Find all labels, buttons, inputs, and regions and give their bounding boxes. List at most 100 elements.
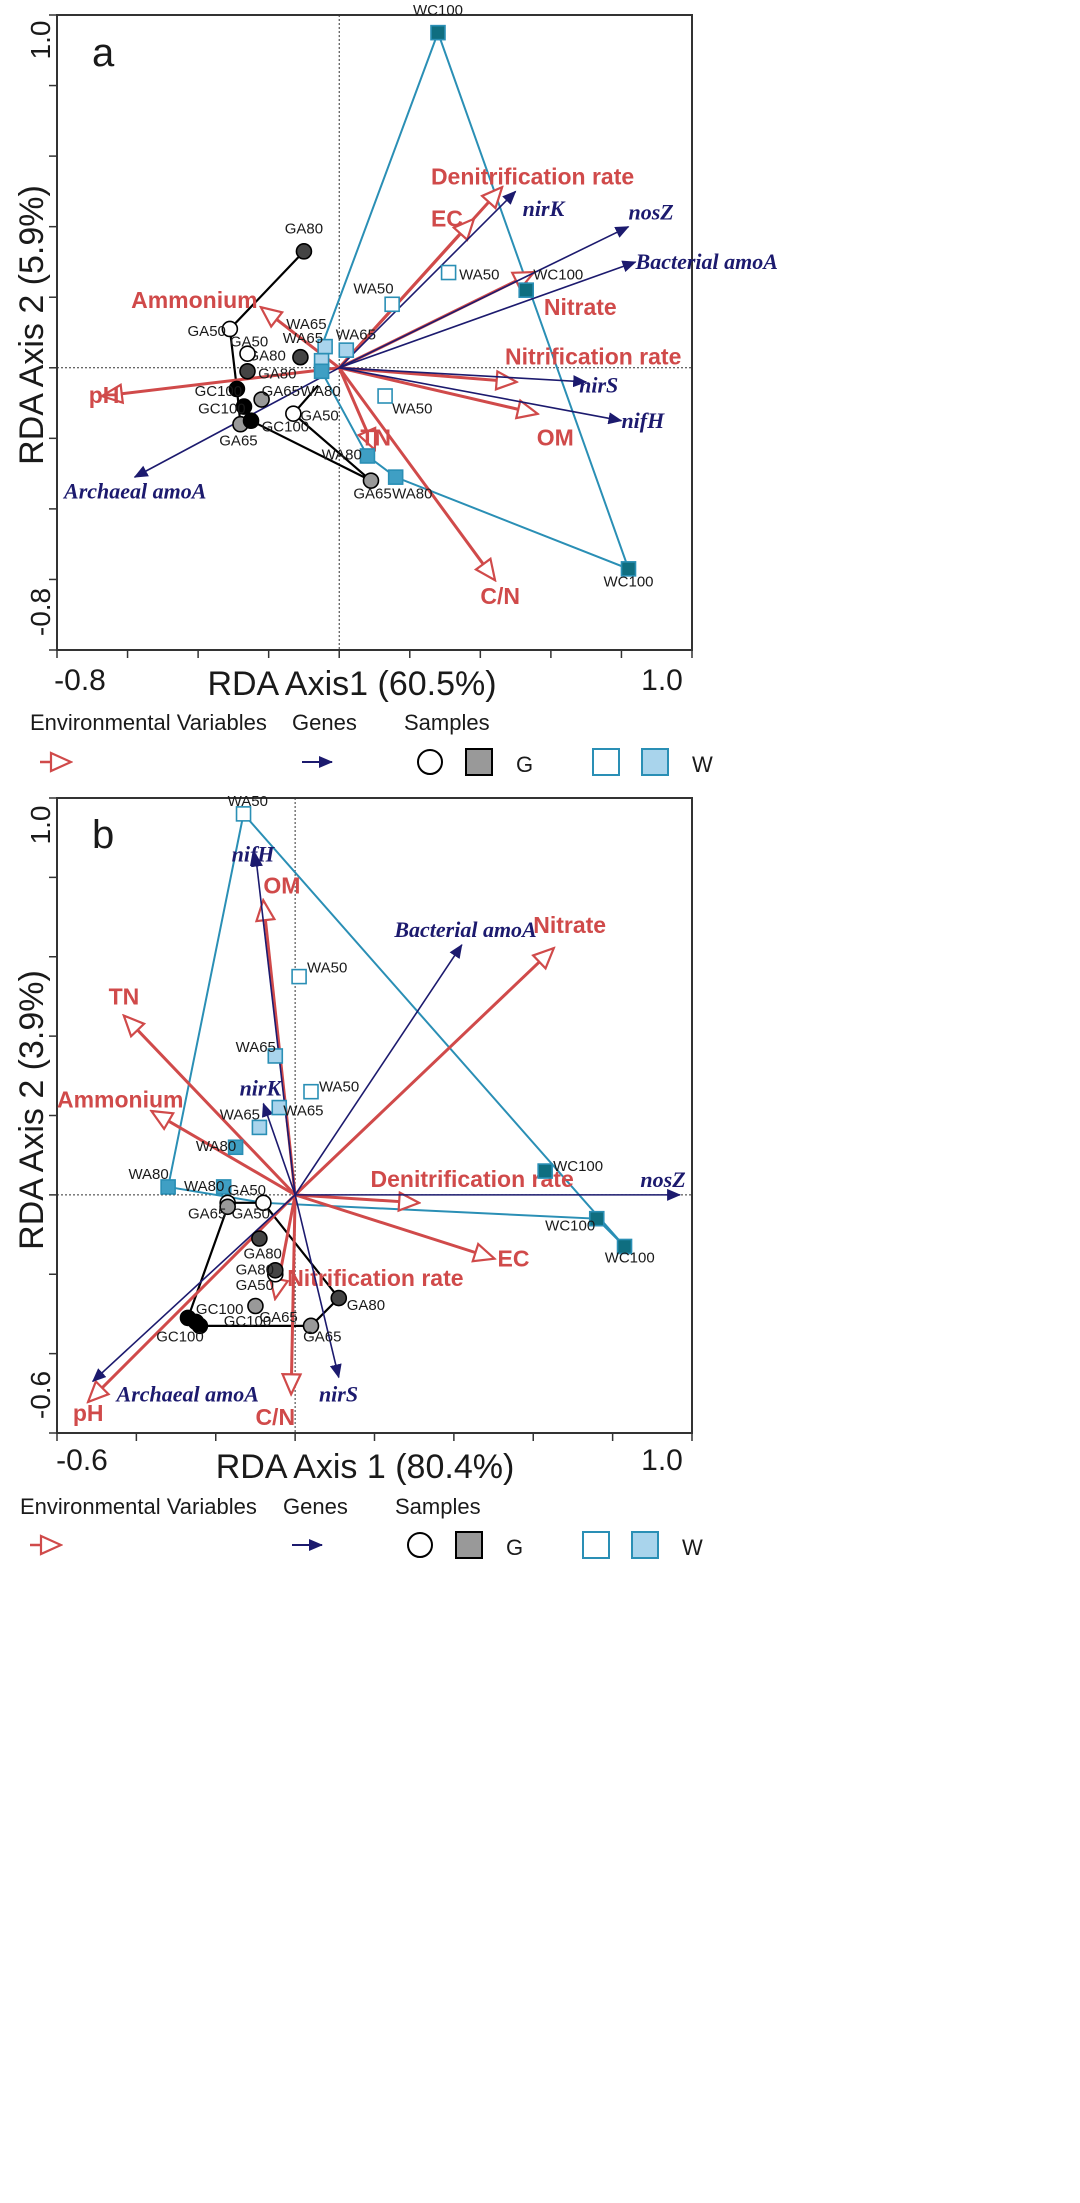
legend-w-label: W	[682, 1535, 703, 1560]
sample-point-w	[338, 342, 355, 358]
sample-label: WC100	[603, 574, 653, 591]
sample-point-g	[187, 1313, 205, 1331]
env-vector-arrow	[295, 1195, 418, 1203]
sample-point-w	[313, 363, 330, 380]
sample-label: WA50	[319, 1079, 359, 1096]
y-tick-label-max: 1.0	[25, 806, 56, 845]
sample-label: GA50	[188, 323, 226, 340]
sample-points: WA50 WA50 WA50 WA65 WA65 WA65 WA80 WA80 WA80 WC10…	[128, 793, 654, 1346]
sample-point-w	[620, 561, 637, 577]
sample-label: GA50	[230, 334, 268, 351]
sample-label: GA80	[285, 221, 323, 238]
sample-label: GC100	[196, 1301, 244, 1318]
x-tick-label-min: -0.8	[54, 664, 106, 697]
legend-w-open-square-icon	[592, 748, 620, 776]
sample-point-g	[330, 1289, 348, 1307]
sample-label: WA80	[196, 1138, 236, 1155]
sample-label: GA80	[258, 365, 296, 382]
y-tick-label-min: -0.8	[25, 588, 56, 636]
sample-point-w	[387, 469, 404, 485]
sample-label: GA50	[232, 1206, 270, 1223]
sample-label: WA65	[220, 1106, 260, 1123]
sample-label: WA80	[392, 485, 432, 502]
env-vector-label: TN	[360, 424, 391, 450]
env-vector-label: Ammonium	[57, 1087, 184, 1113]
sample-point-g	[239, 363, 256, 380]
env-vector-arrow	[337, 367, 374, 449]
sample-label: GA65	[262, 383, 300, 400]
sample-point-w	[291, 968, 307, 985]
env-vector-label: Nitrification rate	[505, 343, 681, 369]
sample-label: WA50	[392, 401, 432, 418]
sample-point-w	[518, 282, 534, 298]
env-vector-arrow	[338, 220, 473, 369]
sample-label: WA65	[336, 327, 376, 344]
env-vector-label: EC	[431, 206, 463, 232]
sample-label: GC100	[156, 1329, 204, 1346]
env-vector-label: Ammonium	[131, 287, 257, 313]
y-axis-title: RDA Axis 2 (3.9%)	[13, 970, 51, 1250]
y-tick-label-min: -0.6	[25, 1371, 56, 1419]
sample-point-w	[359, 448, 376, 464]
sample-label: WA65	[236, 1039, 276, 1056]
sample-label: WC100	[605, 1249, 655, 1266]
legend-env-label: Environmental Variables	[30, 710, 267, 735]
sample-point-w	[215, 1179, 232, 1195]
env-vector-label: OM	[263, 872, 300, 898]
sample-label: GC100	[224, 1313, 272, 1330]
gene-vector-arrow	[294, 944, 463, 1196]
sample-point-g	[255, 1194, 272, 1212]
sample-point-w	[430, 24, 446, 41]
sample-point-g	[266, 1261, 284, 1279]
env-vector-arrow	[291, 1194, 295, 1393]
gene-vector-arrow	[261, 1102, 296, 1196]
sample-label: GA65	[303, 1329, 341, 1346]
sample-label: GA65	[219, 432, 257, 449]
env-vector-arrow	[103, 366, 340, 396]
sample-label: GA65	[353, 485, 391, 502]
legend-g-label: G	[506, 1535, 523, 1560]
sample-label: WA50	[307, 960, 347, 977]
legend-genes-label: Genes	[283, 1494, 348, 1519]
sample-label: GA50	[300, 408, 338, 425]
sample-label: GA80	[248, 348, 286, 365]
sample-label: GA65	[259, 1309, 297, 1326]
x-axis-title: RDA Axis1 (60.5%)	[207, 665, 496, 703]
legend-samples-label: Samples	[404, 710, 490, 735]
gene-vector-arrow	[294, 1194, 342, 1379]
sample-label: WC100	[553, 1158, 603, 1175]
legend-g-open-circle-icon	[407, 1532, 433, 1558]
legend-w-label: W	[692, 752, 713, 777]
axis-ticks	[49, 14, 693, 658]
sample-label: GA80	[347, 1297, 385, 1314]
sample-label: WA80	[184, 1178, 224, 1195]
env-vector-label: pH	[73, 1400, 104, 1426]
gene-vector-label: nosZ	[640, 1167, 685, 1192]
sample-point-g	[253, 391, 270, 408]
sample-label: WA80	[322, 447, 362, 464]
sample-point-w	[303, 1083, 319, 1100]
w-group-hull	[166, 813, 626, 1248]
gene-vector-arrow	[339, 366, 623, 425]
gene-vector-label: nirK	[523, 196, 566, 221]
gene-vector-label: Archaeal amoA	[115, 1381, 259, 1406]
sample-label: WC100	[545, 1218, 595, 1235]
env-vector-arrow	[124, 1016, 297, 1196]
sample-label: GA65	[188, 1206, 226, 1223]
env-vectors: Denitrification rate EC Nitrate Nitrificati…	[89, 163, 682, 609]
legend-g-label: G	[516, 752, 533, 777]
sample-label: GC100	[198, 401, 246, 418]
env-vector-label: C/N	[255, 1404, 295, 1430]
sample-label: WA65	[286, 316, 326, 333]
legend-g-filled-square-icon	[455, 1531, 483, 1559]
gene-vector-label: nirS	[319, 1381, 358, 1406]
legend-env-label: Environmental Variables	[20, 1494, 257, 1519]
sample-label: WA80	[300, 383, 340, 400]
gene-vector-label: nifH	[621, 408, 665, 433]
env-vector-label: pH	[89, 382, 120, 408]
sample-point-g	[239, 345, 256, 362]
gene-vector-arrow	[338, 190, 517, 369]
env-vector-label: Denitrification rate	[431, 163, 634, 189]
